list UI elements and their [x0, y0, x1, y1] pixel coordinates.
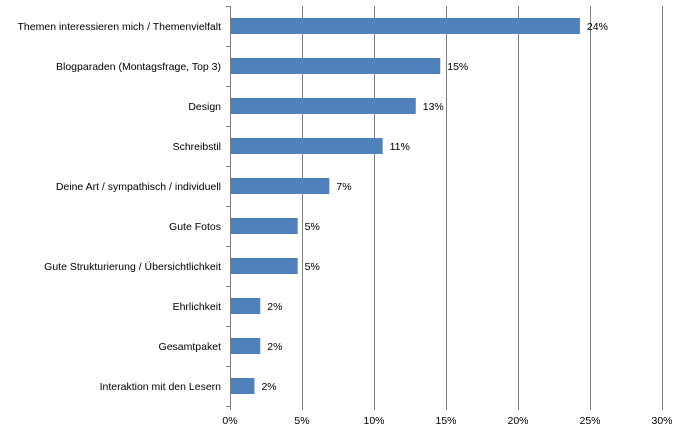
category-label: Design — [188, 101, 221, 113]
category-labels: Themen interessieren mich / Themenvielfa… — [18, 21, 222, 393]
category-label: Gesamtpaket — [159, 341, 222, 353]
value-labels: 24% 15% 13% 11% 7% 5% 5% 2% 2% 2% — [261, 21, 607, 393]
x-tick-label: 30% — [651, 415, 672, 427]
x-tick-label: 25% — [579, 415, 600, 427]
bar — [231, 98, 416, 114]
bars — [231, 18, 580, 394]
category-label: Interaktion mit den Lesern — [100, 381, 222, 393]
x-axis-tick-labels: 0% 5% 10% 15% 20% 25% 30% — [222, 415, 672, 427]
x-tick-label: 0% — [222, 415, 237, 427]
data-label: 11% — [390, 141, 410, 153]
category-label: Schreibstil — [173, 141, 221, 153]
bar — [231, 138, 383, 154]
category-label: Deine Art / sympathisch / individuell — [56, 181, 221, 193]
bar — [231, 218, 298, 234]
data-label: 2% — [267, 341, 282, 353]
x-tick-label: 15% — [435, 415, 456, 427]
category-label: Gute Strukturierung / Übersichtlichkeit — [44, 261, 221, 273]
data-label: 5% — [305, 261, 320, 273]
category-label: Gute Fotos — [169, 221, 221, 233]
data-label: 13% — [423, 101, 444, 113]
data-label: 2% — [261, 381, 276, 393]
category-label: Ehrlichkeit — [173, 301, 222, 313]
data-label: 15% — [447, 61, 468, 73]
data-label: 7% — [336, 181, 351, 193]
data-label: 24% — [587, 21, 608, 33]
data-label: 5% — [305, 221, 320, 233]
data-label: 2% — [267, 301, 282, 313]
bar — [231, 338, 261, 354]
bar — [231, 258, 298, 274]
x-tick-label: 10% — [363, 415, 384, 427]
x-tick-label: 20% — [507, 415, 528, 427]
bar — [231, 58, 441, 74]
bar — [231, 298, 261, 314]
bar — [231, 378, 255, 394]
x-tick-label: 5% — [294, 415, 309, 427]
bar — [231, 178, 330, 194]
bar — [231, 18, 580, 34]
category-label: Themen interessieren mich / Themenvielfa… — [18, 21, 222, 33]
category-label: Blogparaden (Montagsfrage, Top 3) — [56, 61, 221, 73]
